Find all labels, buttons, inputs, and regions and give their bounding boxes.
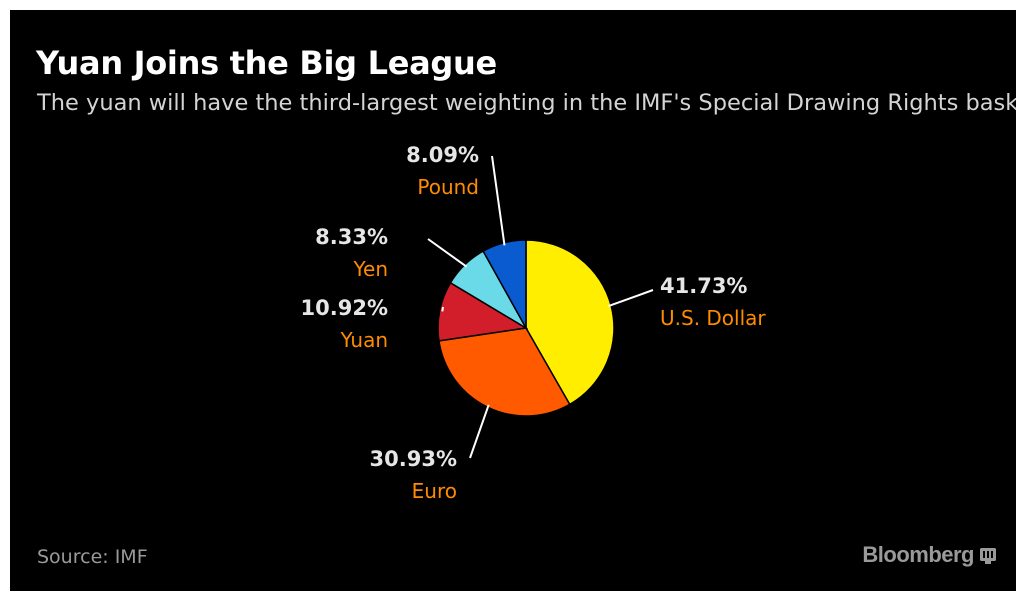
leader-line-u-s-dollar xyxy=(608,289,654,308)
category-label-u-s-dollar: U.S. Dollar xyxy=(660,306,766,330)
leader-line-yuan xyxy=(441,306,444,312)
bloomberg-terminal-icon xyxy=(980,548,996,564)
pie-chart: 41.73% U.S. Dollar 30.93% Euro 10.92% Yuan 8.3… xyxy=(301,143,767,503)
value-label-pound: 8.09% xyxy=(406,143,479,167)
category-label-yen: Yen xyxy=(352,257,388,281)
value-label-yuan: 10.92% xyxy=(301,296,388,320)
chart-frame: Yuan Joins the Big League The yuan will … xyxy=(10,10,1016,591)
category-label-euro: Euro xyxy=(412,479,457,503)
value-label-yen: 8.33% xyxy=(315,225,388,249)
category-label-pound: Pound xyxy=(417,175,479,199)
value-label-u-s-dollar: 41.73% xyxy=(660,274,747,298)
category-label-yuan: Yuan xyxy=(339,328,388,352)
chart-title: Yuan Joins the Big League xyxy=(36,44,497,82)
leader-line-euro xyxy=(469,404,490,459)
source-note: Source: IMF xyxy=(37,546,148,568)
brand-name: Bloomberg xyxy=(862,542,974,567)
value-label-euro: 30.93% xyxy=(370,447,457,471)
chart-subtitle: The yuan will have the third-largest wei… xyxy=(37,90,1016,116)
leader-line-yen xyxy=(427,238,468,268)
leader-line-pound xyxy=(491,155,506,246)
bloomberg-logo: Bloomberg xyxy=(862,542,996,568)
